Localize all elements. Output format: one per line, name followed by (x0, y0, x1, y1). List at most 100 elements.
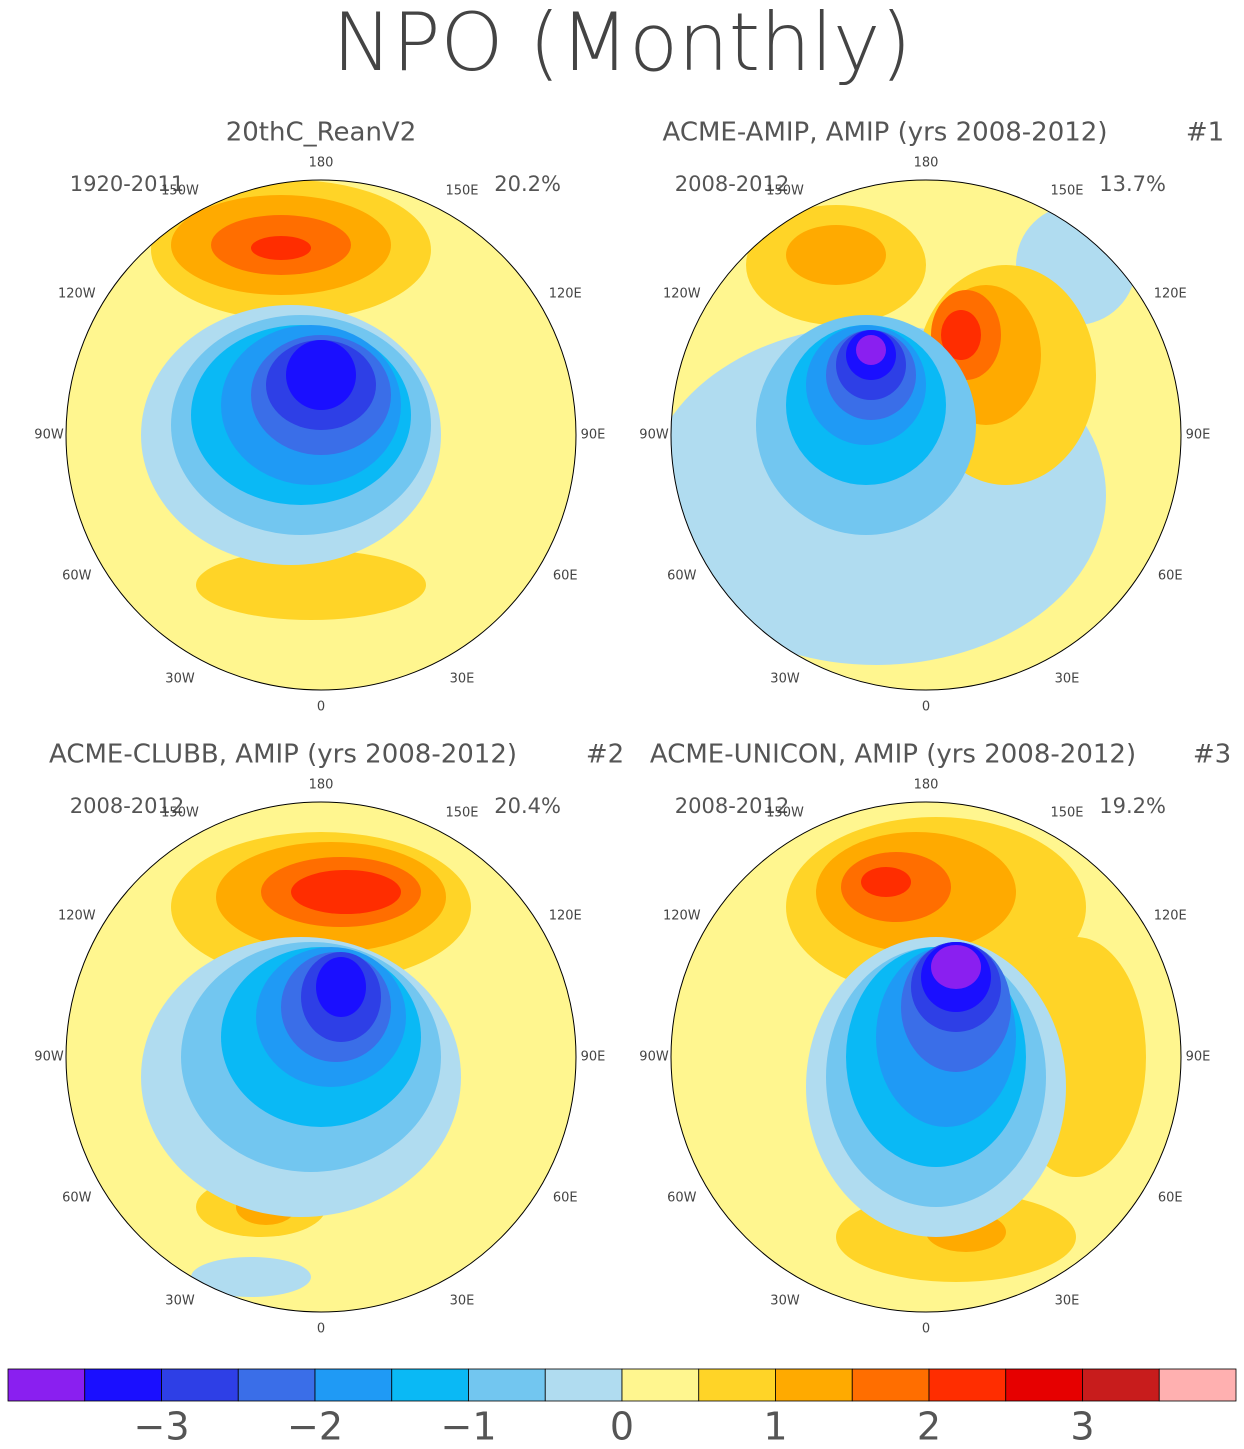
contour-region (291, 870, 401, 914)
longitude-label: 150W (161, 805, 199, 820)
percent-label: 20.2% (494, 172, 561, 196)
colorbar-tick-label: −1 (440, 1405, 496, 1449)
longitude-label: 90E (581, 1050, 606, 1065)
longitude-label: 0 (317, 700, 325, 715)
contour-region (316, 957, 366, 1017)
longitude-label: 30E (1055, 672, 1080, 687)
contour-region (931, 945, 981, 989)
colorbar-box (468, 1368, 546, 1402)
longitude-label: 120W (58, 909, 96, 924)
longitude-label: 90E (581, 428, 606, 443)
colorbar-box (237, 1368, 316, 1402)
longitude-label: 30W (770, 672, 800, 687)
longitude-label: 120W (663, 287, 701, 302)
map-border (65, 801, 577, 1313)
contour-region (941, 310, 981, 360)
map-panel (671, 802, 1181, 1312)
longitude-label: 90E (1186, 1050, 1211, 1065)
colorbar-box (928, 1368, 1007, 1402)
longitude-label: 150W (161, 183, 199, 198)
colorbar-tick-label: −2 (287, 1405, 343, 1449)
longitude-label: 30E (450, 672, 475, 687)
longitude-label: 120E (1154, 287, 1187, 302)
longitude-label: 30E (450, 1294, 475, 1309)
map-border (670, 801, 1182, 1313)
contour-region (196, 550, 426, 620)
longitude-label: 180 (914, 778, 939, 793)
panel-title: 20thC_ReanV2 (226, 118, 417, 148)
longitude-label: 60E (553, 569, 578, 584)
contour-region (786, 225, 886, 285)
longitude-label: 60E (1158, 1191, 1183, 1206)
longitude-label: 180 (309, 156, 334, 171)
longitude-label: 30W (770, 1294, 800, 1309)
contour-region (286, 340, 356, 410)
colorbar-tick-label: 2 (917, 1405, 941, 1449)
longitude-label: 120W (58, 287, 96, 302)
longitude-label: 90W (34, 428, 64, 443)
colorbar-box (698, 1368, 776, 1402)
colorbar-box (391, 1368, 469, 1402)
colorbar-box (621, 1368, 700, 1402)
panel-tag: #1 (1186, 118, 1224, 148)
longitude-label: 180 (309, 778, 334, 793)
longitude-label: 60W (667, 569, 697, 584)
longitude-label: 90E (1186, 428, 1211, 443)
colorbar-box (544, 1368, 623, 1402)
contour-region (856, 335, 886, 365)
colorbar-box (161, 1368, 239, 1402)
panel-tag: #3 (1193, 740, 1231, 770)
colorbar-box (7, 1368, 86, 1402)
colorbar-box (84, 1368, 162, 1402)
period-label: 2008-2012 (675, 172, 789, 196)
longitude-label: 120E (549, 287, 582, 302)
colorbar-box (775, 1368, 853, 1402)
map-panel (671, 180, 1181, 690)
contour-region (861, 867, 911, 897)
longitude-label: 60E (1158, 569, 1183, 584)
colorbar-tick-label: 0 (610, 1405, 634, 1449)
longitude-label: 90W (34, 1050, 64, 1065)
colorbar-box (1082, 1368, 1160, 1402)
longitude-label: 60W (667, 1191, 697, 1206)
figure-title: NPO (Monthly) (332, 0, 911, 89)
panel-tag: #2 (586, 740, 624, 770)
longitude-label: 150W (766, 183, 804, 198)
longitude-label: 150E (445, 805, 478, 820)
map-border (670, 179, 1182, 691)
period-label: 2008-2012 (70, 794, 184, 818)
longitude-label: 150E (445, 183, 478, 198)
contour-region (191, 1257, 311, 1297)
panel-title: ACME-UNICON, AMIP (yrs 2008-2012) (650, 740, 1136, 770)
longitude-label: 120E (549, 909, 582, 924)
longitude-label: 0 (317, 1322, 325, 1337)
longitude-label: 90W (639, 428, 669, 443)
map-border (65, 179, 577, 691)
longitude-label: 120W (663, 909, 701, 924)
percent-label: 13.7% (1099, 172, 1166, 196)
longitude-label: 150E (1050, 805, 1083, 820)
map-panel (66, 802, 576, 1312)
longitude-label: 60W (62, 1191, 92, 1206)
longitude-label: 150W (766, 805, 804, 820)
longitude-label: 180 (914, 156, 939, 171)
map-panel (66, 180, 576, 690)
longitude-label: 30W (165, 672, 195, 687)
period-label: 1920-2011 (70, 172, 184, 196)
period-label: 2008-2012 (675, 794, 789, 818)
colorbar-box (851, 1368, 930, 1402)
contour-region (251, 236, 311, 260)
colorbar-box (1158, 1368, 1237, 1402)
panel-title: ACME-CLUBB, AMIP (yrs 2008-2012) (49, 740, 517, 770)
colorbar-box (1005, 1368, 1083, 1402)
longitude-label: 150E (1050, 183, 1083, 198)
panel-title: ACME-AMIP, AMIP (yrs 2008-2012) (663, 118, 1108, 148)
percent-label: 20.4% (494, 794, 561, 818)
colorbar-tick-label: 1 (763, 1405, 787, 1449)
colorbar-tick-label: 3 (1070, 1405, 1094, 1449)
longitude-label: 30W (165, 1294, 195, 1309)
longitude-label: 90W (639, 1050, 669, 1065)
percent-label: 19.2% (1099, 794, 1166, 818)
longitude-label: 0 (922, 1322, 930, 1337)
